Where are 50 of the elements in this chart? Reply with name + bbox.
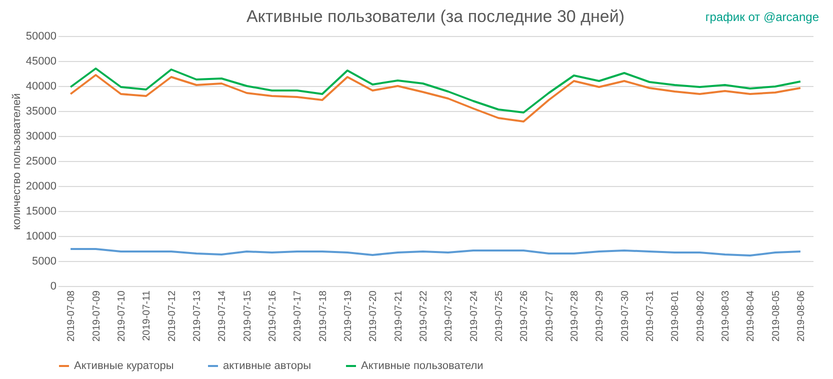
x-tick-label: 2019-07-21 [393,290,404,342]
x-tick-label: 2019-07-11 [142,290,153,341]
y-tick-label: 15000 [26,206,56,218]
x-tick-label: 2019-07-28 [569,290,580,342]
x-tick-label: 2019-07-10 [116,290,128,342]
x-tick-label: 2019-08-02 [695,290,706,342]
x-tick-label: 2019-07-18 [318,290,329,342]
x-tick-label: 2019-07-23 [444,290,455,342]
x-tick-label: 2019-07-13 [192,290,203,342]
y-axis-title: количество пользователей [10,93,23,230]
x-tick-label: 2019-08-05 [770,290,782,342]
y-tick-label: 30000 [26,130,56,142]
x-tick-label: 2019-07-27 [544,290,556,342]
line-series [70,248,802,256]
x-tick-label: 2019-07-25 [494,290,505,342]
y-tick-label: 10000 [26,230,56,242]
x-tick-label: 2019-07-22 [418,290,430,342]
x-tick-label: 2019-07-08 [66,290,78,342]
y-tick-label: 0 [50,280,56,292]
x-tick-label: 2019-07-12 [166,290,178,342]
x-tick-label: 2019-08-01 [670,290,682,342]
line-series [70,68,802,114]
x-tick-label: 2019-07-29 [594,290,606,342]
x-tick-label: 2019-08-03 [720,290,732,342]
x-tick-label: 2019-08-04 [746,290,757,342]
y-tick-label: 40000 [26,80,56,92]
x-tick-label: 2019-07-15 [242,290,254,342]
legend-label: Активные кураторы [74,360,174,372]
x-tick-label: 2019-07-14 [217,290,228,342]
legend-label: активные авторы [223,360,312,372]
x-tick-label: 2019-07-30 [620,290,631,342]
x-tick-label: 2019-07-19 [342,290,354,342]
x-tick-label: 2019-07-26 [519,290,530,342]
x-tick-label: 2019-07-20 [368,290,380,342]
y-tick-label: 45000 [26,56,56,68]
x-tick-label: 2019-07-31 [644,290,656,342]
y-tick-label: 20000 [26,180,56,192]
y-tick-label: 35000 [26,106,56,118]
x-tick-label: 2019-07-17 [292,290,304,342]
line-series [70,74,802,122]
legend-label: Активные пользователи [361,360,484,372]
y-tick-label: 25000 [26,156,56,168]
text: график от @arcange [705,10,819,24]
x-tick-label: 2019-07-24 [468,290,480,342]
chart-title: Активные пользователи (за последние 30 дней) [246,7,625,26]
x-tick-label: 2019-07-09 [91,290,102,342]
x-tick-label: 2019-07-16 [267,290,278,342]
x-tick-label: 2019-08-06 [796,290,807,342]
y-tick-label: 5000 [32,256,56,268]
y-tick-label: 50000 [26,30,56,42]
